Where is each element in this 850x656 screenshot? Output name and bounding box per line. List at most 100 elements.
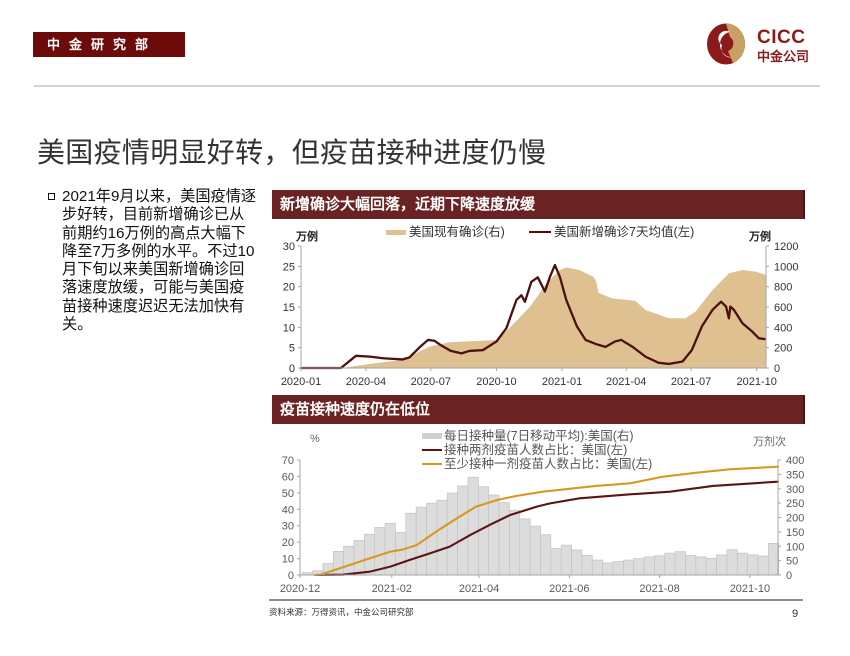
- y-tick-label-left: 40: [282, 504, 294, 516]
- chart1-plot: 0 5 10 15 20 25 30 0 200 400 600 800 1000 1200 2020-01…: [281, 241, 799, 388]
- page-title: 美国疫情明显好转，但疫苗接种进度仍慢: [37, 137, 547, 168]
- y-tick-label-left: 0: [288, 570, 294, 582]
- bar-daily-doses: [695, 556, 707, 576]
- bar-daily-doses: [633, 558, 645, 576]
- header-divider: [34, 85, 820, 87]
- bar-daily-doses: [488, 494, 500, 576]
- bar-daily-doses: [540, 534, 552, 576]
- y-tick-label-left: 50: [282, 488, 294, 500]
- bar-daily-doses: [705, 557, 717, 576]
- bullet-line: 前期约16万例的高点大幅下: [62, 224, 246, 242]
- department-label: 中金研究部: [33, 32, 185, 57]
- chart1-title: 新增确诊大幅回落，近期下降速度放缓: [272, 190, 805, 219]
- area-current-cases: [301, 267, 766, 368]
- line-one-dose-share: [313, 465, 780, 577]
- y-tick-label-right: 0: [786, 570, 792, 582]
- bar-daily-doses: [332, 551, 345, 576]
- x-tick-label: 2021-06: [549, 583, 589, 595]
- chart2-left-unit: %: [310, 433, 320, 445]
- y-tick-label-left: 70: [282, 455, 294, 467]
- y-tick-label-left: 10: [283, 322, 295, 334]
- legend-swatch-area: [386, 229, 406, 235]
- y-tick-label-right: 200: [786, 513, 804, 525]
- chart2-title: 疫苗接种速度仍在低位: [272, 395, 805, 424]
- bar-daily-doses: [457, 485, 469, 576]
- y-tick-label-right: 50: [786, 556, 798, 568]
- line-fully-vaccinated-share: [313, 480, 780, 577]
- bar-daily-doses: [395, 532, 407, 576]
- x-tick-label: 2021-08: [639, 583, 679, 595]
- bar-daily-doses: [726, 549, 738, 576]
- bullet-line: 步好转，目前新增确诊已从: [62, 206, 245, 224]
- bar-daily-doses: [664, 552, 676, 576]
- y-tick-label-right: 250: [786, 498, 804, 510]
- legend-swatch-line: [422, 449, 442, 451]
- y-tick-label-right: 0: [774, 363, 780, 375]
- legend-label: 每日接种量(7日移动平均):美国(右): [444, 429, 634, 443]
- bar-daily-doses: [509, 509, 521, 576]
- bar-daily-doses: [757, 555, 769, 576]
- bullet-line: 降至7万多例的水平。不过10: [62, 242, 255, 260]
- bar-daily-doses: [436, 499, 448, 576]
- bar-daily-doses: [643, 556, 655, 576]
- legend-label: 接种两剂疫苗人数占比：美国(左): [444, 443, 628, 457]
- legend-label: 至少接种一剂疫苗人数占比：美国(左): [444, 457, 653, 471]
- chart2-legend-item-daily-doses: 每日接种量(7日移动平均):美国(右): [422, 429, 634, 443]
- y-tick-label-left: 20: [282, 537, 294, 549]
- x-tick-label: 2020-12: [280, 583, 320, 595]
- bar-daily-doses: [736, 552, 749, 576]
- bar-daily-doses: [674, 551, 686, 576]
- logo-text-en: CICC: [757, 27, 806, 48]
- y-tick-label-left: 0: [289, 363, 295, 375]
- y-tick-label-right: 600: [774, 302, 792, 314]
- y-tick-label-right: 300: [786, 484, 804, 496]
- chart2-right-unit: 万剂次: [753, 436, 786, 448]
- bar-daily-doses: [654, 555, 666, 576]
- bullet-line: 关。: [62, 316, 93, 334]
- bar-daily-doses: [529, 525, 541, 576]
- bar-daily-doses: [550, 548, 562, 576]
- cicc-logo-icon: [707, 23, 745, 65]
- bullet-line: 苗接种速度迟迟无法加快有: [62, 297, 245, 315]
- footer-divider: [269, 599, 803, 601]
- x-tick-label: 2020-07: [411, 376, 451, 388]
- bar-daily-doses: [364, 533, 376, 576]
- x-tick-label: 2021-10: [730, 583, 770, 595]
- chart2-plot: 0 10 20 30 40 50 60 70 0 50 100 150 200 250 300 350 400 2…: [280, 455, 805, 595]
- y-tick-label-left: 15: [283, 302, 295, 314]
- legend-swatch-line: [529, 231, 551, 233]
- bullet-line: 月下旬以来美国新增确诊回: [62, 261, 245, 279]
- y-tick-label-left: 60: [282, 471, 294, 483]
- x-tick-label: 2021-01: [542, 376, 582, 388]
- bar-daily-doses: [405, 512, 417, 576]
- bar-daily-doses: [446, 492, 458, 576]
- x-tick-label: 2020-01: [281, 376, 321, 388]
- y-tick-label-right: 350: [786, 469, 804, 481]
- bar-daily-doses: [602, 562, 614, 576]
- y-tick-label-right: 800: [774, 282, 792, 294]
- legend-label: 美国新增确诊7天均值(左): [554, 225, 695, 239]
- y-tick-label-left: 10: [282, 554, 294, 566]
- y-tick-label-right: 400: [786, 455, 804, 467]
- y-tick-label-right: 100: [786, 541, 804, 553]
- y-tick-label-left: 30: [283, 241, 295, 253]
- y-tick-label-left: 20: [283, 282, 295, 294]
- x-tick-label: 2021-04: [459, 583, 499, 595]
- x-tick-label: 2021-07: [671, 376, 711, 388]
- bar-daily-doses: [591, 559, 603, 576]
- y-tick-label-right: 400: [774, 322, 792, 334]
- bar-daily-doses: [498, 502, 510, 576]
- y-tick-label-left: 5: [289, 343, 295, 355]
- y-tick-label-right: 200: [774, 343, 792, 355]
- y-tick-label-right: 1000: [774, 261, 798, 273]
- page-number: 9: [792, 608, 799, 620]
- logo-text-cn: 中金公司: [757, 49, 810, 64]
- bar-daily-doses: [467, 476, 479, 576]
- bar-daily-doses: [343, 545, 355, 576]
- bar-daily-doses: [519, 518, 531, 576]
- y-tick-label-right: 1200: [774, 241, 798, 253]
- legend-swatch-bar: [422, 433, 442, 439]
- y-tick-label-left: 30: [282, 521, 294, 533]
- hollow-square-bullet-icon: [48, 193, 55, 200]
- chart1-left-unit: 万例: [296, 231, 318, 243]
